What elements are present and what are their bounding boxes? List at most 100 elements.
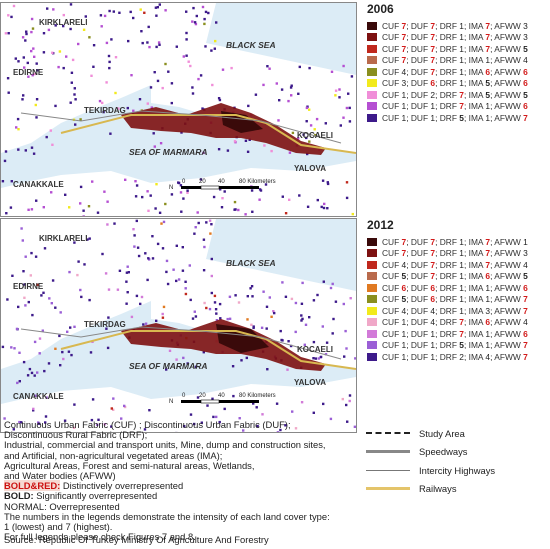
land-cover-cell — [248, 138, 251, 141]
land-cover-cell — [155, 183, 158, 186]
label-kocaeli: KOCAELI — [297, 345, 333, 354]
land-cover-cell — [193, 21, 197, 24]
land-cover-cell — [45, 135, 48, 139]
land-cover-cell — [64, 193, 67, 196]
land-cover-cell — [103, 190, 106, 193]
land-cover-cell — [287, 99, 290, 103]
land-cover-cell — [353, 425, 356, 428]
land-cover-cell — [16, 117, 20, 121]
land-cover-cell — [32, 152, 36, 155]
land-cover-cell — [186, 191, 189, 194]
land-cover-cell — [36, 371, 39, 374]
land-cover-cell — [140, 295, 144, 299]
land-cover-cell — [221, 197, 224, 200]
land-cover-cell — [112, 408, 115, 411]
land-cover-cell — [300, 319, 303, 322]
land-cover-cell — [9, 206, 13, 209]
land-cover-cell — [44, 415, 48, 418]
land-cover-cell — [314, 134, 317, 137]
land-cover-cell — [250, 189, 254, 192]
land-cover-cell — [270, 149, 273, 153]
land-cover-cell — [71, 58, 75, 62]
legend-speedways: Speedways — [366, 443, 546, 462]
land-cover-cell — [191, 86, 194, 89]
land-cover-cell — [183, 425, 186, 428]
land-cover-cell — [22, 270, 25, 273]
label-kirklareli: KIRKLARELI — [39, 18, 87, 27]
land-cover-cell — [277, 119, 280, 122]
land-cover-cell — [149, 194, 152, 197]
land-cover-cell — [203, 245, 206, 249]
land-cover-cell — [65, 55, 68, 58]
land-cover-cell — [54, 104, 57, 108]
legend-row: CUF 7; DUF 7; DRF 1; IMA 7; AFWW 3 — [364, 20, 550, 32]
land-cover-cell — [113, 222, 116, 225]
legend-swatch — [367, 56, 377, 65]
land-cover-cell — [348, 394, 352, 397]
land-cover-cell — [249, 287, 252, 290]
land-cover-cell — [161, 247, 165, 250]
land-cover-cell — [161, 316, 165, 319]
land-cover-cell — [215, 312, 218, 315]
land-cover-cell — [276, 431, 280, 432]
land-cover-cell — [33, 72, 36, 76]
land-cover-cell — [130, 315, 134, 319]
land-cover-cell — [161, 86, 164, 90]
legend-swatch — [367, 33, 377, 42]
land-cover-cell — [252, 326, 255, 330]
land-cover-cell — [210, 257, 213, 261]
land-cover-cell — [191, 317, 195, 320]
land-cover-cell — [287, 340, 290, 343]
land-cover-cell — [61, 350, 64, 354]
land-cover-cell — [112, 10, 115, 13]
land-cover-cell — [107, 54, 111, 58]
legend-row: CUF 1; DUF 2; DRF 7; IMA 5; AFWW 5 — [364, 89, 550, 101]
label-kocaeli: KOCAELI — [297, 131, 333, 140]
land-cover-cell — [112, 397, 115, 400]
land-cover-cell — [82, 28, 86, 31]
land-cover-cell — [162, 305, 166, 309]
land-cover-cell — [194, 315, 198, 318]
land-cover-cell — [25, 32, 28, 36]
land-cover-cell — [211, 83, 214, 87]
land-cover-cell — [334, 300, 338, 303]
land-cover-cell — [35, 98, 39, 101]
land-cover-cell — [142, 323, 145, 326]
land-cover-cell — [270, 315, 273, 318]
land-cover-cell — [143, 11, 146, 14]
land-cover-cell — [217, 148, 221, 151]
land-cover-cell — [233, 200, 237, 204]
istanbul-land — [151, 259, 356, 369]
land-cover-cell — [98, 99, 102, 103]
land-cover-cell — [258, 198, 261, 201]
land-cover-cell — [201, 5, 205, 9]
land-cover-cell — [175, 358, 178, 361]
land-cover-cell — [30, 17, 34, 21]
land-cover-cell — [18, 380, 21, 383]
land-cover-cell — [186, 362, 189, 365]
land-cover-cell — [324, 122, 327, 125]
land-cover-cell — [266, 368, 269, 371]
land-cover-cell — [114, 56, 118, 59]
land-cover-cell — [161, 312, 164, 316]
land-cover-cell — [209, 232, 212, 235]
land-cover-cell — [323, 202, 326, 206]
land-cover-cell — [313, 128, 316, 131]
land-cover-cell — [80, 295, 83, 299]
land-cover-cell — [132, 16, 135, 20]
land-cover-cell — [345, 347, 348, 350]
land-cover-cell — [102, 110, 105, 114]
thrace-land — [1, 219, 216, 369]
land-cover-cell — [246, 318, 249, 321]
land-cover-cell — [22, 360, 26, 364]
land-cover-cell — [342, 302, 345, 306]
land-cover-cell — [177, 181, 180, 184]
land-cover-cell — [146, 190, 149, 193]
land-cover-cell — [109, 132, 112, 135]
land-cover-cell — [42, 32, 46, 35]
land-cover-cell — [189, 298, 192, 302]
land-cover-cell — [43, 369, 46, 373]
land-cover-cell — [345, 106, 349, 110]
label-kirklareli: KIRKLARELI — [39, 234, 87, 243]
land-cover-cell — [124, 178, 127, 181]
